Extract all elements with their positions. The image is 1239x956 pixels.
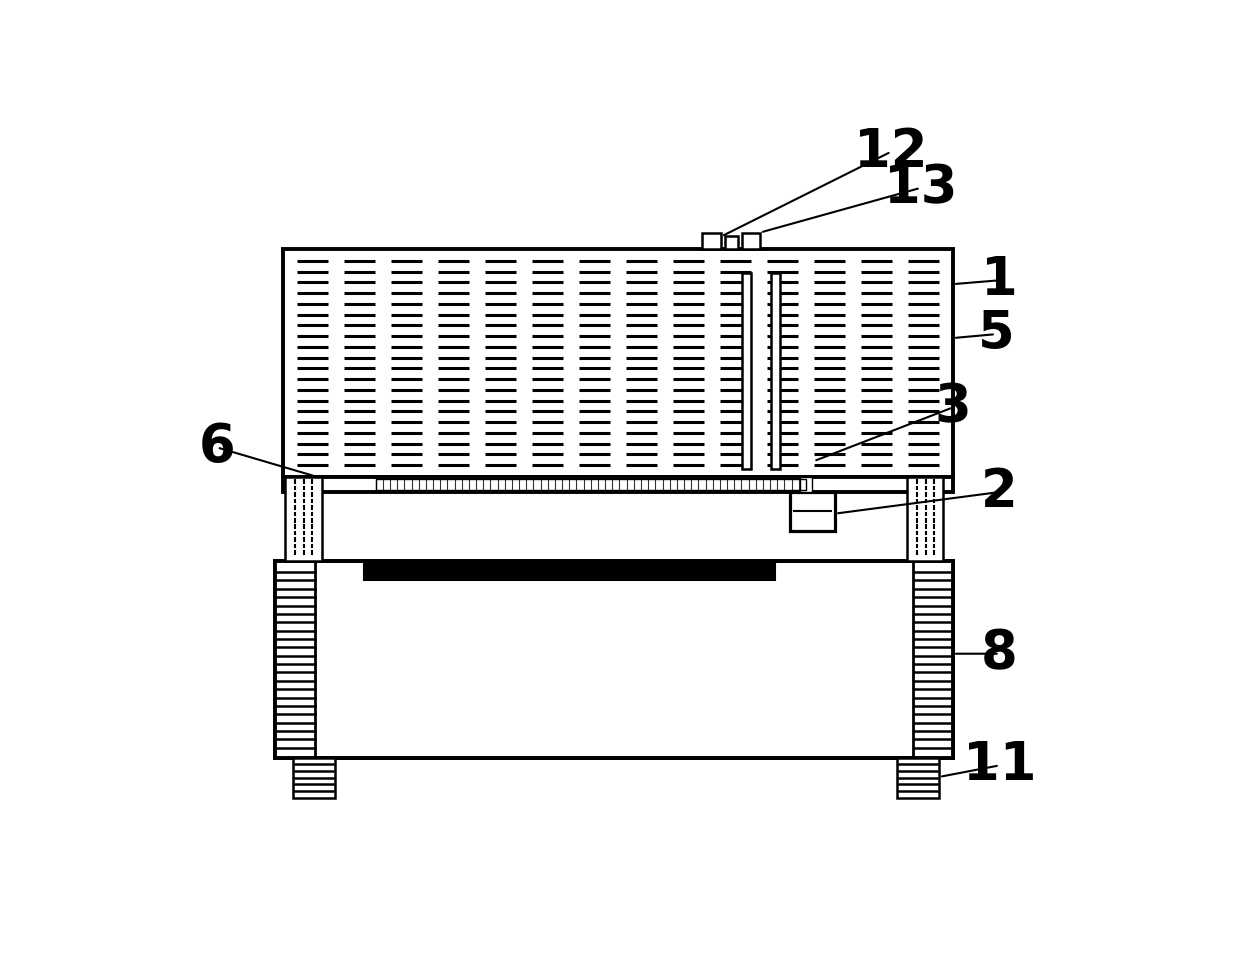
Text: 2: 2 — [981, 466, 1018, 518]
Bar — [292, 758, 336, 797]
Bar — [282, 250, 953, 477]
Text: 3: 3 — [934, 381, 971, 433]
Bar — [907, 477, 943, 561]
Bar — [275, 561, 953, 758]
Text: 5: 5 — [978, 308, 1014, 360]
Bar — [375, 479, 805, 489]
Bar — [799, 477, 812, 492]
Text: 1: 1 — [981, 254, 1018, 306]
Bar — [742, 272, 751, 469]
Bar — [790, 492, 835, 531]
Bar — [742, 232, 761, 250]
Bar — [282, 477, 953, 492]
Text: 6: 6 — [198, 422, 235, 473]
Bar — [913, 561, 953, 758]
Bar — [275, 561, 315, 758]
Bar — [364, 563, 774, 579]
Text: 13: 13 — [883, 162, 958, 214]
Bar — [771, 272, 779, 469]
Bar — [703, 232, 721, 250]
Text: 12: 12 — [855, 125, 928, 178]
Bar — [275, 561, 953, 758]
Bar — [897, 758, 939, 797]
Text: 8: 8 — [981, 628, 1018, 680]
Text: 11: 11 — [963, 739, 1036, 792]
Bar — [725, 236, 738, 250]
Bar — [285, 477, 321, 561]
